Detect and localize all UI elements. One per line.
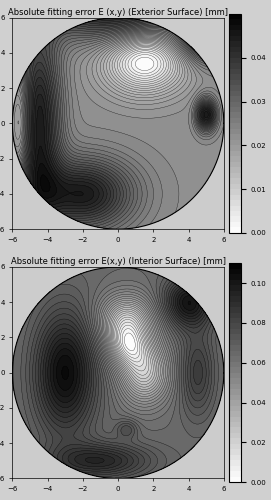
- Title: Absolute fitting error E (x,y) (Exterior Surface) [mm]: Absolute fitting error E (x,y) (Exterior…: [8, 8, 228, 17]
- Title: Absolute fitting error E(x,y) (Interior Surface) [mm]: Absolute fitting error E(x,y) (Interior …: [11, 257, 225, 266]
